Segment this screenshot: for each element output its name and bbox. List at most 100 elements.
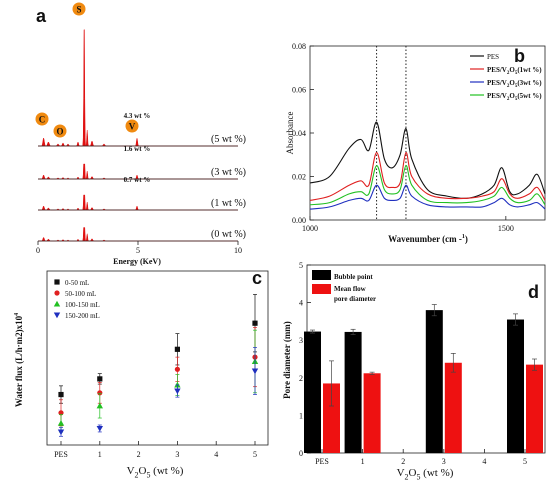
label-part: (1wt %) xyxy=(517,66,542,74)
eds-series-label: (1 wt %) xyxy=(211,198,246,209)
label-part: PES/ xyxy=(487,79,503,87)
data-point xyxy=(53,312,61,319)
element-marker xyxy=(53,124,67,138)
legend-label: pore diameter xyxy=(334,295,376,303)
data-point xyxy=(174,388,181,395)
x-tick-label: 5 xyxy=(523,457,527,466)
x-tick-label: 4 xyxy=(214,450,218,459)
legend-label: PES/V2O5(1wt %) xyxy=(487,66,542,76)
label-part: V xyxy=(502,66,507,74)
data-point xyxy=(174,346,180,352)
label-part: V xyxy=(127,465,135,477)
legend-label: Bubble point xyxy=(334,273,373,281)
y-axis-label: Water flux (L/h·m2)x104 xyxy=(14,313,24,407)
x-tick-label: 2 xyxy=(137,450,141,459)
series-line xyxy=(309,121,546,199)
legend-label: PES/V2O5(5wt %) xyxy=(487,92,542,102)
element-marker-label: S xyxy=(76,5,81,15)
data-point xyxy=(53,300,61,307)
x-tick-label: PES xyxy=(315,457,329,466)
label-part: 2 xyxy=(507,83,510,89)
legend-label: PES/V2O5(3wt %) xyxy=(487,79,542,89)
label-part: ) xyxy=(465,234,468,244)
data-point xyxy=(251,368,259,375)
label-part: V xyxy=(502,79,507,87)
element-marker xyxy=(72,2,86,16)
y-tick-label: 0 xyxy=(299,449,303,458)
y-tick-label: 3 xyxy=(299,336,303,345)
legend-label: Mean flow xyxy=(334,285,367,293)
label-part: Wavenumber (cm - xyxy=(388,234,462,244)
y-tick-label: 0.06 xyxy=(292,86,306,95)
x-axis-label: Energy (KeV) xyxy=(113,257,161,266)
bar xyxy=(344,331,362,453)
element-marker xyxy=(125,119,139,133)
legend-label: 150-200 mL xyxy=(65,312,100,320)
x-tick-label: 5 xyxy=(136,246,140,255)
x-tick-label: PES xyxy=(54,450,68,459)
y-axis-label: Absorbance xyxy=(285,112,295,155)
data-point xyxy=(97,376,103,382)
legend-swatch xyxy=(312,270,331,280)
eds-spectrum xyxy=(38,227,238,242)
panel-label-d: d xyxy=(528,282,539,302)
bar xyxy=(363,373,381,453)
y-tick-label: 0.08 xyxy=(292,42,306,51)
data-point xyxy=(57,429,65,436)
label-part: 2 xyxy=(405,472,409,481)
legend-swatch xyxy=(312,284,331,294)
bar xyxy=(323,383,340,453)
label-part: (wt %) xyxy=(420,467,453,479)
plot-frame xyxy=(46,270,269,446)
x-tick-label: 3 xyxy=(175,450,179,459)
data-point xyxy=(54,279,60,285)
label-part: V xyxy=(502,92,507,100)
label-part: 4 xyxy=(14,313,20,316)
x-tick-label: 3 xyxy=(442,457,446,466)
x-axis-label: V2O5 (wt %) xyxy=(127,465,184,479)
label-part: O xyxy=(409,467,417,479)
legend-label: 0-50 mL xyxy=(65,279,89,287)
data-point xyxy=(252,320,258,326)
y-tick-label: 2 xyxy=(299,374,303,383)
y-tick-label: 5 xyxy=(299,261,303,270)
element-marker-label: V xyxy=(129,122,136,132)
data-point xyxy=(97,390,103,396)
eds-wt-annotation: 1.6 wt % xyxy=(124,145,151,153)
bar xyxy=(507,319,524,453)
label-part: 5 xyxy=(416,472,420,481)
data-point xyxy=(57,420,65,426)
label-part: 5 xyxy=(515,70,518,76)
data-point xyxy=(54,290,60,296)
bar xyxy=(526,364,543,453)
label-part: O xyxy=(509,92,515,100)
series-line xyxy=(309,184,546,210)
x-tick-label: 1 xyxy=(361,457,365,466)
x-axis-label: Wavenumber (cm -1) xyxy=(388,234,468,244)
label-part: PES/ xyxy=(487,66,503,74)
panel-label-c: c xyxy=(252,268,262,288)
pore-diameter-panel: 0 1 2 3 4 5 PES 1 2 3 4 5 Bubble point Mean flow pore … xyxy=(282,261,546,481)
eds-spectrum xyxy=(38,194,238,211)
label-part: 5 xyxy=(515,96,518,102)
y-tick-label: 0.02 xyxy=(292,173,306,182)
eds-series-label: (3 wt %) xyxy=(211,167,246,178)
series-line xyxy=(309,152,546,201)
x-tick-label: 10 xyxy=(234,246,242,255)
y-tick-label: 0.04 xyxy=(292,129,306,138)
label-part: O xyxy=(509,79,515,87)
panel-label-a: a xyxy=(36,6,47,26)
y-tick-label: 1 xyxy=(299,411,303,420)
bar xyxy=(425,310,443,453)
label-part: PES/ xyxy=(487,92,503,100)
label-part: 5 xyxy=(146,470,150,479)
element-marker-label: C xyxy=(39,115,46,125)
legend-label: 100-150 mL xyxy=(65,301,100,309)
eds-series-label: (5 wt %) xyxy=(211,134,246,145)
element-marker xyxy=(35,112,49,126)
x-tick-label: 5 xyxy=(253,450,257,459)
series-line xyxy=(309,165,546,206)
y-axis-label: Pore diameter (mm) xyxy=(282,321,292,399)
eds-spectra-panel: (5 wt %) 4.3 wt % (3 wt %) 1.6 wt % (1 wt %)… xyxy=(35,2,246,266)
